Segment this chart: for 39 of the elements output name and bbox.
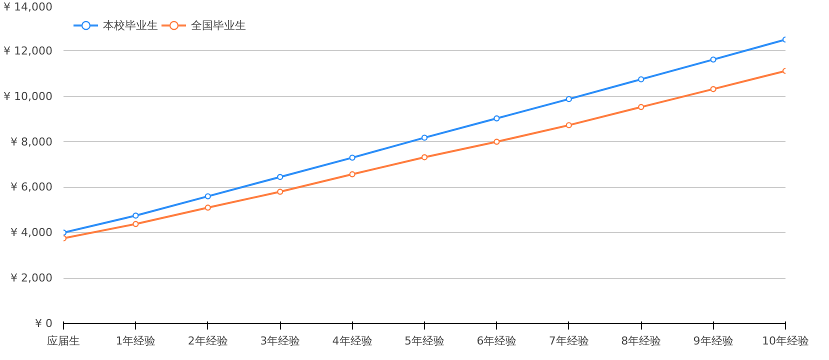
- x-tick-label: 2年经验: [188, 334, 228, 348]
- point: [132, 212, 139, 219]
- x-tick-label: 应届生: [47, 334, 80, 348]
- point: [494, 115, 500, 122]
- y-tick-label: ¥ 0: [35, 317, 53, 330]
- legend-label: 本校毕业生: [103, 18, 158, 32]
- x-tick-label: 3年经验: [260, 334, 300, 348]
- x-tick-label: 7年经验: [548, 334, 589, 348]
- point: [277, 174, 284, 180]
- point: [566, 96, 572, 102]
- point: [204, 193, 211, 200]
- point: [421, 134, 428, 141]
- y-tick-label: ¥ 2,000: [10, 272, 53, 285]
- point: [710, 56, 716, 63]
- point: [349, 171, 356, 178]
- point: [566, 122, 572, 128]
- x-tick-label: 1年经验: [116, 334, 156, 348]
- point: [132, 220, 139, 228]
- point: [710, 86, 716, 92]
- x-tick-label: 5年经验: [404, 334, 444, 348]
- x-tick-label: 9年经验: [693, 334, 734, 348]
- y-tick-label: ¥ 12,000: [4, 44, 52, 58]
- legend-label: 全国毕业生: [191, 18, 246, 32]
- point: [204, 204, 211, 211]
- x-tick-label: 10年经验: [762, 334, 809, 348]
- x-tick-label: 8年经验: [621, 334, 662, 348]
- point: [638, 76, 644, 82]
- point: [277, 188, 284, 195]
- y-tick-label: ¥ 4,000: [10, 226, 53, 240]
- point: [638, 104, 644, 110]
- point: [349, 154, 356, 161]
- point: [421, 154, 428, 160]
- x-tick-label: 6年经验: [476, 334, 517, 348]
- y-tick-label: ¥ 14,000: [4, 0, 52, 14]
- y-tick-label: ¥ 6,000: [10, 180, 53, 194]
- y-tick-label: ¥ 10,000: [4, 90, 52, 103]
- y-tick-label: ¥ 8,000: [10, 135, 53, 148]
- point: [494, 138, 500, 145]
- x-tick-label: 4年经验: [332, 334, 372, 348]
